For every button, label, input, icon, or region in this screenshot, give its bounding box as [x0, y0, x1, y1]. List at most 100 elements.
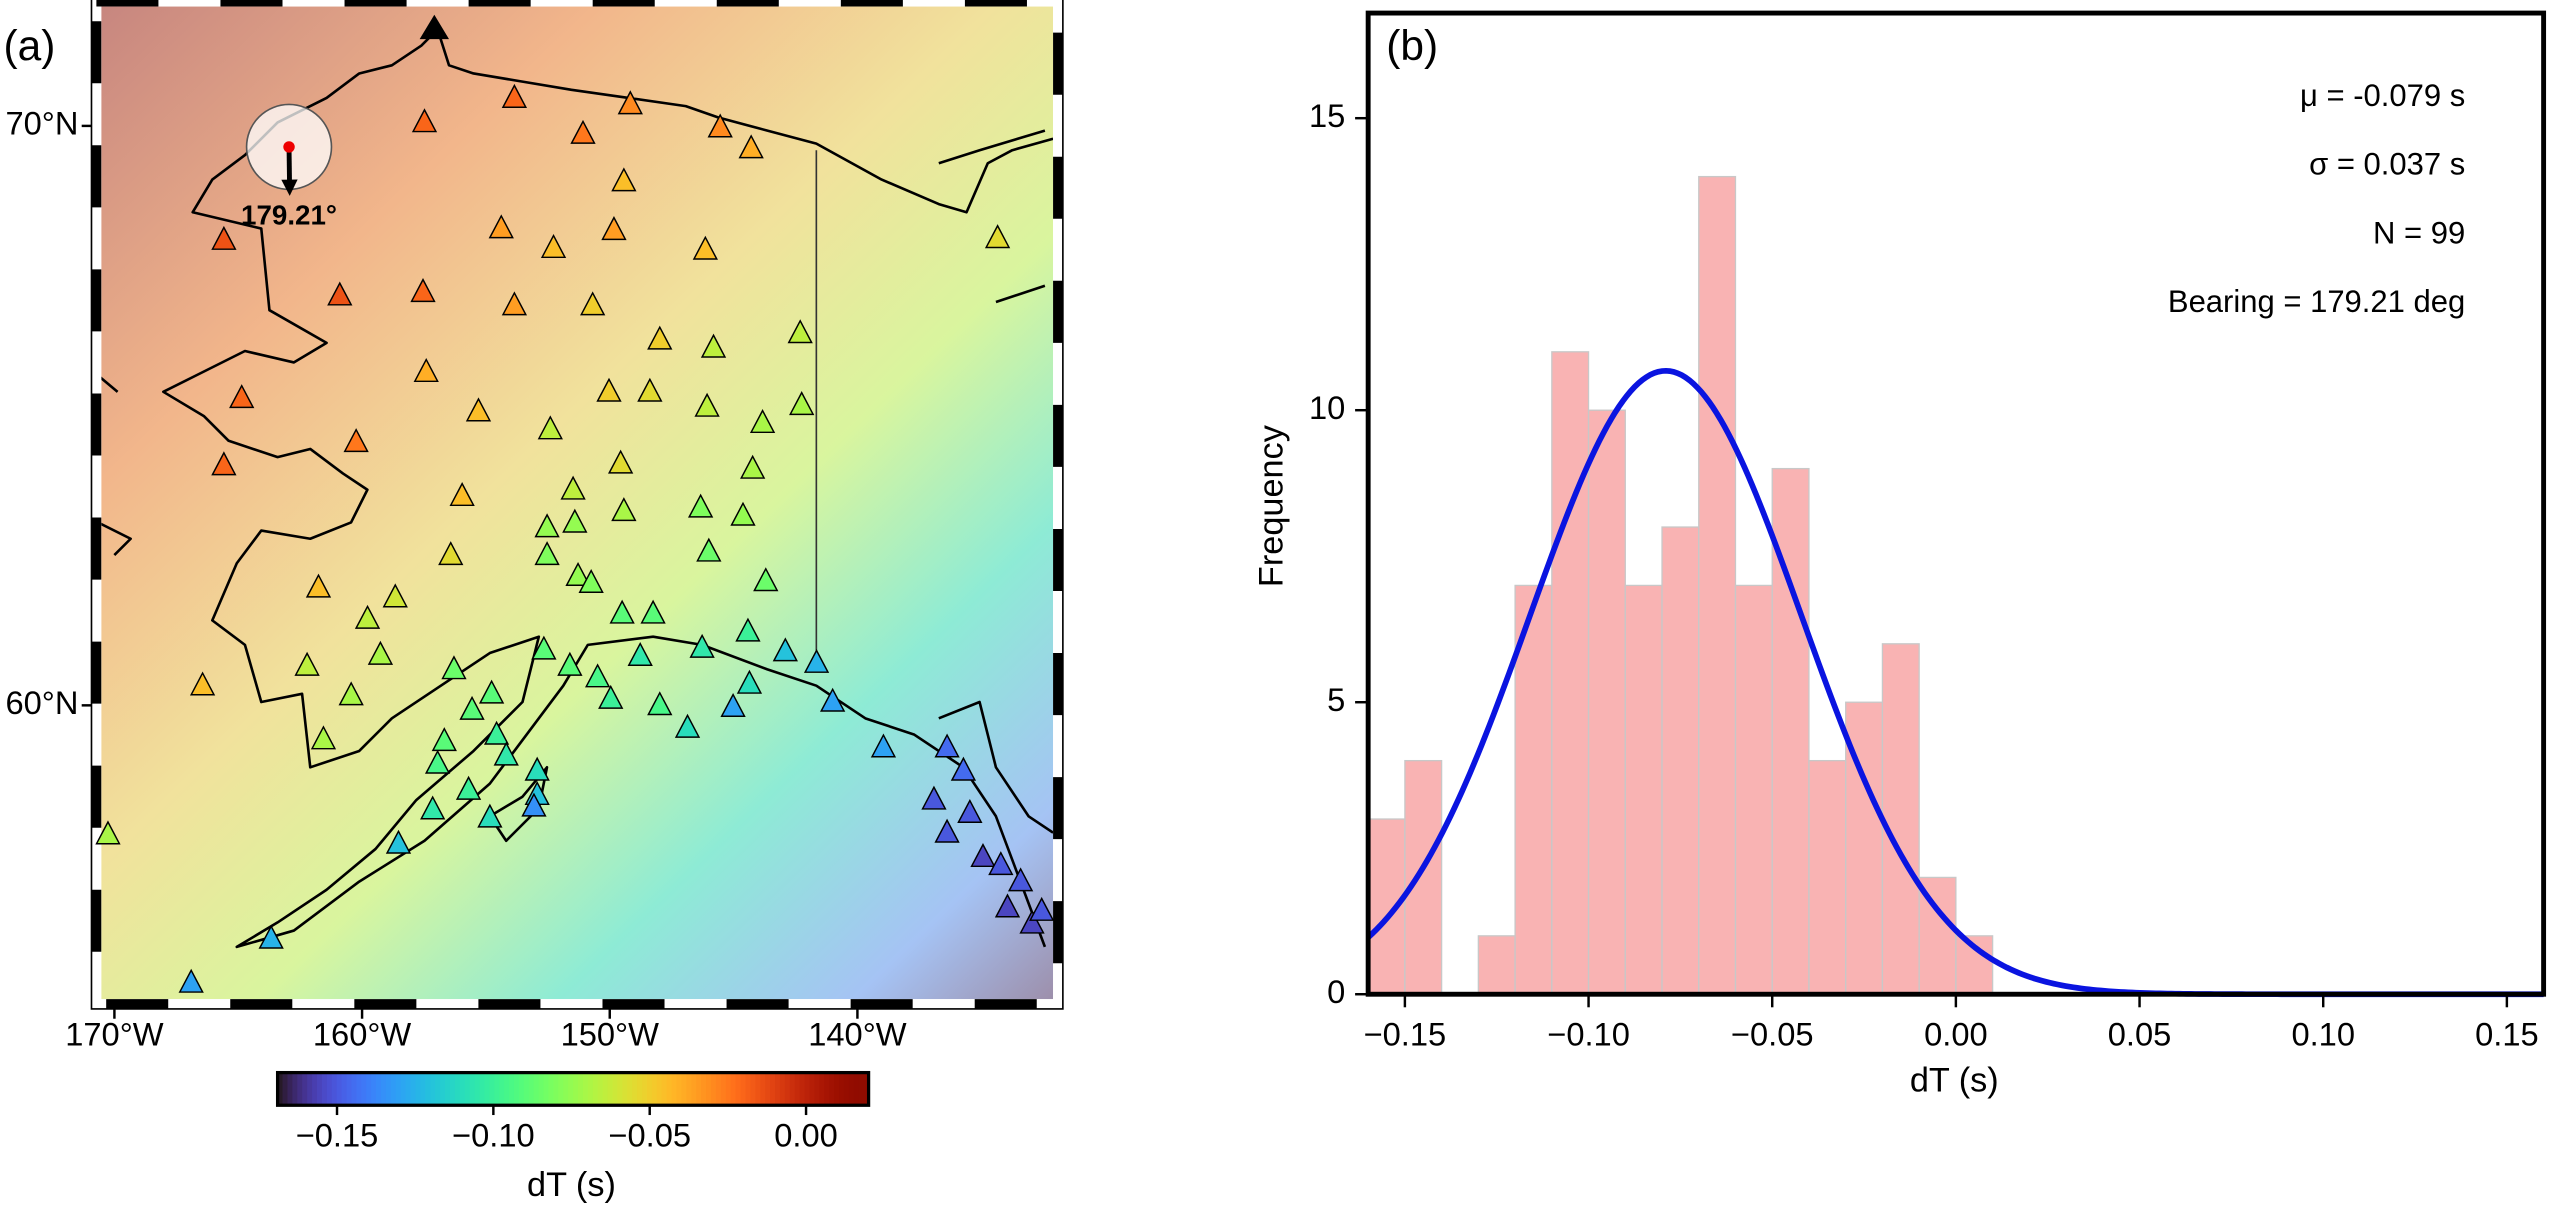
colorbar-cell — [799, 1072, 806, 1106]
bearing-arrowhead — [281, 179, 298, 196]
bar — [1698, 175, 1737, 995]
colorbar-cell — [361, 1072, 368, 1106]
station — [637, 377, 663, 402]
colorbar-cell — [637, 1072, 644, 1106]
colorbar-tick-label: −0.10 — [452, 1117, 535, 1154]
x-tick-label: −0.10 — [1547, 1015, 1630, 1052]
station — [611, 497, 637, 522]
station — [921, 785, 947, 810]
colorbar-cell — [710, 1072, 717, 1106]
station — [720, 692, 746, 717]
colorbar-cell — [848, 1072, 855, 1106]
colorbar-cell — [326, 1072, 333, 1106]
station — [740, 454, 766, 479]
colorbar-cell — [651, 1072, 658, 1106]
station — [521, 792, 547, 817]
colorbar-cell — [858, 1072, 865, 1106]
colorbar-cell — [592, 1072, 599, 1106]
colorbar-cell — [499, 1072, 506, 1106]
station — [598, 684, 624, 709]
colorbar-cell — [730, 1072, 737, 1106]
station — [382, 583, 408, 608]
colorbar-cell — [385, 1072, 392, 1106]
colorbar-cell — [745, 1072, 752, 1106]
station — [557, 651, 583, 676]
colorbar-cell — [715, 1072, 722, 1106]
colorbar-cell — [400, 1072, 407, 1106]
colorbar-cell — [681, 1072, 688, 1106]
station — [934, 733, 960, 758]
annotation: Bearing = 179.21 deg — [2168, 284, 2465, 319]
colorbar-cell — [381, 1072, 387, 1106]
station — [338, 681, 364, 706]
x-tick-label: 140°W — [808, 1015, 907, 1052]
x-tick-label: −0.05 — [1731, 1015, 1814, 1052]
colorbar-cell — [336, 1072, 343, 1106]
station — [385, 829, 412, 854]
colorbar-cell — [617, 1072, 624, 1106]
colorbar-cell — [533, 1072, 540, 1106]
bearing-label: 179.21° — [241, 199, 337, 230]
station — [465, 397, 492, 422]
colorbar-cell — [804, 1072, 811, 1106]
station — [803, 648, 830, 673]
colorbar-cell — [661, 1072, 668, 1106]
station — [984, 224, 1011, 249]
colorbar-cell — [435, 1072, 442, 1106]
colorbar-cell — [297, 1072, 304, 1106]
colorbar-cell — [582, 1072, 589, 1106]
bar — [1734, 584, 1773, 995]
station — [692, 235, 718, 260]
colorbar-cell — [420, 1072, 427, 1106]
station — [560, 475, 586, 500]
colorbar-cell — [843, 1072, 850, 1106]
colorbar-cell — [484, 1072, 491, 1106]
bar — [1881, 643, 1920, 995]
y-axis-label: Frequency — [1253, 424, 1291, 587]
y-tick-label: 5 — [1327, 681, 1345, 718]
x-tick-label: 0.00 — [1924, 1015, 1988, 1052]
y-tick-label: 60°N — [5, 684, 78, 721]
colorbar-cell — [686, 1072, 693, 1106]
station — [707, 113, 733, 138]
station — [354, 604, 381, 629]
colorbar-cell — [656, 1072, 663, 1106]
colorbar-cell — [425, 1072, 432, 1106]
station — [305, 573, 332, 598]
colorbar-cell — [824, 1072, 831, 1106]
station — [410, 278, 436, 303]
colorbar-cell — [646, 1072, 653, 1106]
station — [570, 119, 596, 144]
colorbar-cell — [445, 1072, 451, 1106]
colorbar-cell — [627, 1072, 634, 1106]
coastline — [101, 28, 1054, 949]
colorbar-cell — [720, 1072, 727, 1106]
station — [687, 493, 714, 518]
colorbar-cell — [405, 1072, 412, 1106]
colorbar-cell — [312, 1072, 318, 1106]
colorbar-cell — [666, 1072, 673, 1106]
colorbar-cell — [696, 1072, 703, 1106]
colorbar-cell — [410, 1072, 417, 1106]
colorbar — [277, 1072, 870, 1106]
station — [1029, 896, 1055, 921]
colorbar-cell — [351, 1072, 358, 1106]
station — [787, 319, 813, 344]
colorbar-cell — [819, 1072, 826, 1106]
annotation: μ = -0.079 s — [2300, 78, 2465, 113]
colorbar-cell — [676, 1072, 683, 1106]
map-panel: (a) 179.21° dT (s) 170°W 160°W 150°W 140°W 7… — [4, 0, 1064, 1204]
station — [501, 291, 528, 316]
colorbar-cell — [553, 1072, 560, 1106]
y-tick-label: 0 — [1327, 973, 1345, 1010]
colorbar-cell — [430, 1072, 437, 1106]
station — [343, 428, 369, 453]
inset-dot — [283, 141, 295, 153]
colorbar-cell — [839, 1072, 845, 1106]
station — [870, 733, 897, 758]
station — [424, 749, 451, 774]
colorbar-cell — [587, 1072, 594, 1106]
station — [211, 451, 237, 476]
